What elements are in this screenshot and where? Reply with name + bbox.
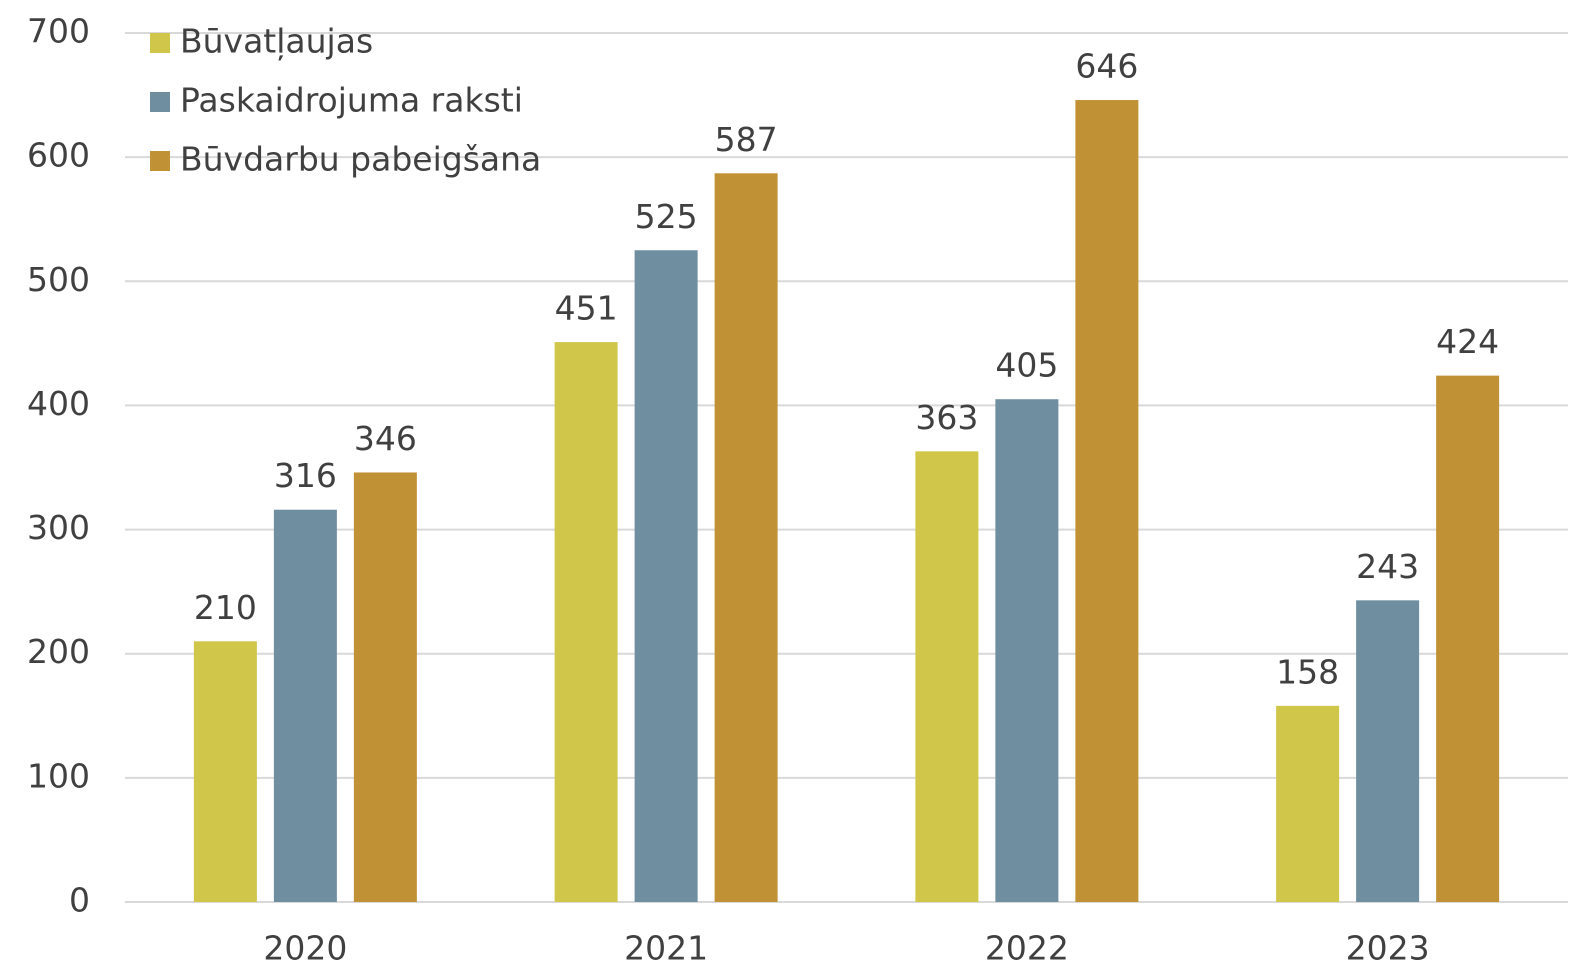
legend-label: Būvdarbu pabeigšana: [180, 140, 541, 179]
bar: [915, 451, 979, 902]
y-tick-label: 200: [27, 632, 90, 671]
y-tick-label: 400: [27, 384, 90, 423]
bar: [1356, 600, 1420, 902]
data-label: 243: [1356, 547, 1419, 586]
data-label: 316: [274, 456, 337, 495]
bar: [1075, 100, 1139, 903]
bar: [273, 509, 337, 902]
data-label: 587: [715, 120, 778, 159]
bar: [634, 250, 698, 902]
y-tick-label: 500: [27, 260, 90, 299]
bar: [193, 641, 257, 902]
bar: [554, 342, 618, 902]
bar: [353, 472, 417, 902]
y-tick-label: 300: [27, 508, 90, 547]
y-tick-label: 100: [27, 756, 90, 795]
bar: [1276, 705, 1340, 902]
data-label: 451: [555, 289, 618, 328]
data-label: 424: [1436, 322, 1499, 361]
data-label: 158: [1276, 652, 1339, 691]
x-tick-label: 2022: [985, 929, 1069, 968]
x-tick-label: 2020: [263, 929, 347, 968]
x-tick-label: 2023: [1346, 929, 1430, 968]
y-tick-label: 700: [27, 12, 90, 51]
data-label: 346: [354, 419, 417, 458]
legend-swatch: [150, 92, 170, 112]
bar: [1436, 375, 1500, 902]
legend-label: Paskaidrojuma raksti: [180, 81, 523, 120]
y-tick-label: 600: [27, 136, 90, 175]
bar: [995, 399, 1059, 902]
data-label: 363: [915, 398, 978, 437]
legend-swatch: [150, 151, 170, 171]
data-label: 210: [194, 588, 257, 627]
legend-label: Būvatļaujas: [180, 22, 373, 61]
y-tick-label: 0: [69, 881, 90, 920]
bar: [714, 173, 778, 902]
legend-swatch: [150, 33, 170, 53]
data-label: 646: [1075, 47, 1138, 86]
x-tick-label: 2021: [624, 929, 708, 968]
data-label: 525: [635, 197, 698, 236]
data-label: 405: [995, 346, 1058, 385]
